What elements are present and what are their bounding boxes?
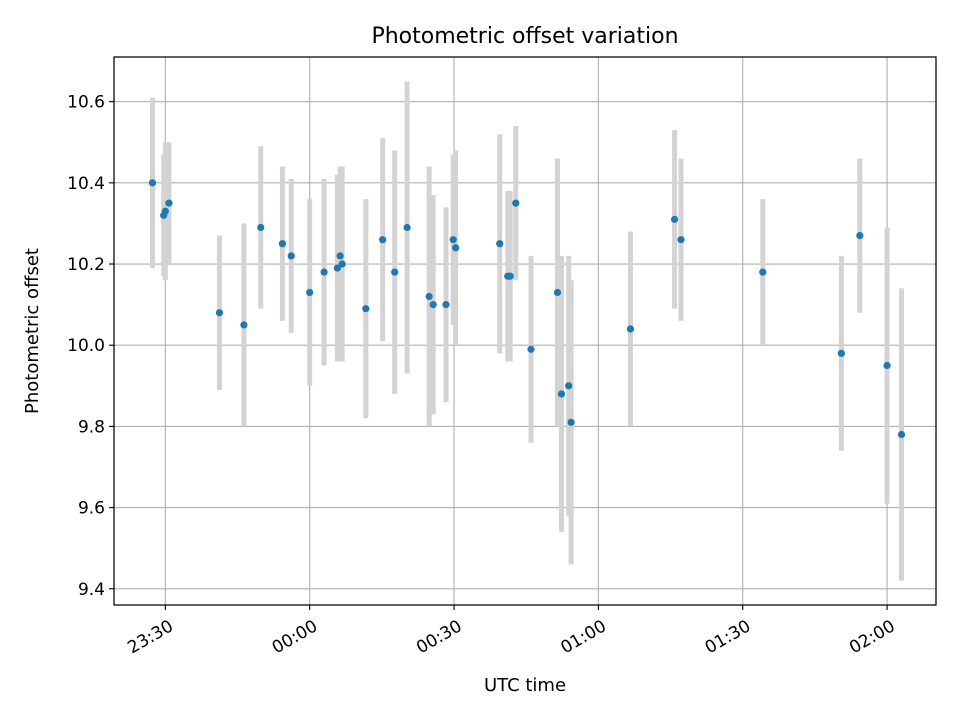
data-point: [565, 382, 573, 390]
data-point: [257, 223, 265, 232]
data-point: [425, 292, 433, 301]
x-tick-label: 01:00: [557, 616, 609, 658]
data-point: [897, 430, 906, 439]
x-tick-label: 02:00: [846, 616, 898, 658]
y-tick-label: 9.6: [78, 499, 105, 519]
data-point: [287, 252, 295, 260]
data-point: [553, 288, 562, 297]
data-point: [512, 199, 520, 207]
data-point: [506, 272, 514, 280]
data-point: [215, 309, 224, 317]
data-point: [442, 301, 450, 309]
data-point: [336, 252, 344, 260]
data-point: [759, 268, 767, 276]
data-point: [670, 215, 679, 223]
data-point: [527, 345, 535, 353]
y-tick-label: 10.0: [67, 336, 105, 356]
data-point: [165, 199, 173, 207]
y-tick-label: 9.8: [78, 417, 105, 437]
data-point: [856, 232, 864, 240]
data-point: [278, 240, 287, 248]
data-point: [429, 301, 437, 309]
data-point: [306, 288, 314, 297]
x-tick-label: 00:30: [413, 616, 465, 658]
chart-title: Photometric offset variation: [371, 24, 678, 49]
data-point: [883, 361, 891, 370]
y-tick-label: 9.4: [78, 580, 105, 600]
y-tick-label: 10.6: [67, 93, 105, 113]
x-tick-label: 01:30: [702, 616, 754, 658]
data-point: [496, 240, 504, 248]
data-point: [333, 264, 341, 272]
data-point: [567, 418, 575, 426]
data-point: [161, 207, 169, 215]
data-point: [240, 321, 248, 329]
data-point: [626, 325, 635, 333]
plot-frame: [113, 56, 937, 606]
data-points: [148, 179, 906, 439]
data-point: [391, 268, 399, 276]
data-point: [557, 390, 566, 398]
x-tick-label: 00:00: [269, 616, 321, 658]
x-axis-label: UTC time: [484, 675, 566, 696]
data-point: [677, 236, 685, 244]
y-tick-label: 10.4: [67, 174, 105, 194]
y-axis-ticks: 9.4 9.6 9.8 10.0 10.2 10.4 10.6: [67, 93, 114, 600]
grid-lines: [114, 57, 936, 605]
data-point: [362, 305, 370, 313]
y-axis-label: Photometric offset: [22, 248, 43, 414]
data-point: [148, 179, 157, 187]
data-point: [403, 223, 411, 232]
data-point: [320, 268, 328, 276]
data-point: [837, 349, 845, 357]
data-point: [449, 236, 457, 244]
data-point: [338, 260, 346, 268]
data-point: [379, 236, 387, 244]
error-bars: [149, 81, 905, 581]
x-axis-ticks: 23:30 00:00 00:30 01:00 01:30 02:00: [124, 605, 899, 658]
x-tick-label: 23:30: [124, 616, 176, 658]
data-point: [452, 244, 460, 252]
y-tick-label: 10.2: [67, 255, 105, 275]
